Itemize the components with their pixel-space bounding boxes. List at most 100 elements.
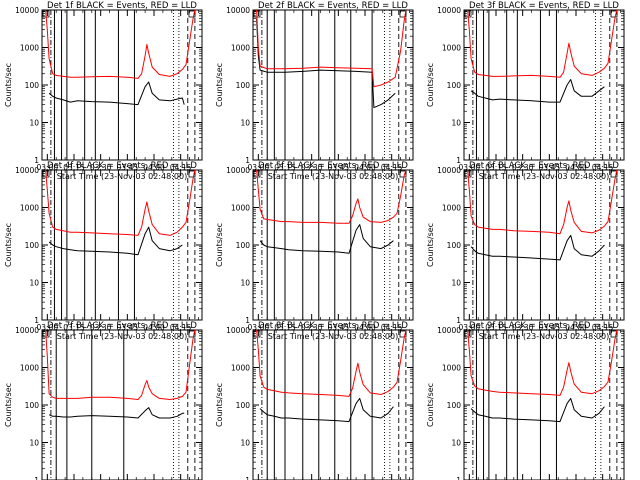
y-axis-title: Counts/sec <box>4 223 13 267</box>
x-tick-label: 03:30 <box>301 163 323 172</box>
y-tick-label: 10 <box>240 119 250 128</box>
events-series <box>48 407 185 419</box>
series-group <box>45 330 196 419</box>
vline-group <box>472 10 618 160</box>
panel-det-8f: Det 8f BLACK = Events, RED = LLD 1 10 100 10… <box>215 321 414 480</box>
y-tick-label: 100 <box>236 241 251 250</box>
series-group <box>256 10 407 109</box>
x-tick-label: 03:00 <box>459 163 481 172</box>
lld-series <box>467 170 618 235</box>
y-tick-label: 10 <box>240 439 250 448</box>
y-tick-label: 10000 <box>437 326 461 335</box>
vline-group <box>261 10 407 160</box>
panel-title: Det 5f BLACK = Events, RED = LLD <box>258 161 408 171</box>
y-tick-label: 1 <box>456 156 461 165</box>
x-tick-label: 03:15 <box>274 323 296 332</box>
x-tick-label: 03:15 <box>485 163 507 172</box>
lld-series <box>45 10 196 79</box>
lld-series <box>467 330 618 396</box>
panel-det-3f: Det 3f BLACK = Events, RED = LLD 1 10 100 10… <box>426 1 625 181</box>
panel-det-9f: Det 9f BLACK = Events, RED = LLD 1 10 100 10… <box>426 321 625 480</box>
y-tick-label: 10000 <box>15 166 39 175</box>
x-tick-label: 04:15 <box>381 323 403 332</box>
vline-group <box>261 170 407 320</box>
x-tick-label: 04:15 <box>381 163 403 172</box>
y-tick-label: 10000 <box>226 166 250 175</box>
vline-group <box>472 330 618 480</box>
x-tick-label: 04:15 <box>170 163 192 172</box>
panel-title: Det 8f BLACK = Events, RED = LLD <box>258 321 408 331</box>
panel-title: Det 6f BLACK = Events, RED = LLD <box>469 161 619 171</box>
events-series <box>256 18 396 109</box>
y-axis-title: Counts/sec <box>215 223 224 267</box>
plot-frame <box>463 169 625 321</box>
plot-frame <box>252 9 414 161</box>
x-tick-label: 03:30 <box>90 323 112 332</box>
y-tick-label: 1 <box>245 476 250 480</box>
lld-series <box>45 330 196 400</box>
x-tick-label: 04:15 <box>592 163 614 172</box>
x-tick-label: 03:15 <box>63 323 85 332</box>
y-tick-label: 1000 <box>442 364 461 373</box>
plot-frame <box>252 169 414 321</box>
y-tick-label: 1000 <box>442 44 461 53</box>
y-axis-title: Counts/sec <box>215 383 224 427</box>
x-tick-label: 03:00 <box>459 323 481 332</box>
x-axis-title: Start Time (23-Nov-03 02:48:00) <box>479 332 609 341</box>
y-tick-label: 1 <box>245 156 250 165</box>
y-tick-label: 10 <box>451 279 461 288</box>
y-tick-label: 1 <box>34 476 39 480</box>
x-tick-label: 03:00 <box>248 323 270 332</box>
x-tick-label: 03:15 <box>274 163 296 172</box>
events-series <box>470 234 605 261</box>
series-group <box>256 170 407 254</box>
x-tick-label: 03:45 <box>117 163 139 172</box>
plot-frame <box>41 169 203 321</box>
y-tick-label: 100 <box>236 81 251 90</box>
y-tick-label: 10 <box>240 279 250 288</box>
plot-frame <box>41 329 203 480</box>
x-tick-label: 04:00 <box>354 323 376 332</box>
y-tick-label: 1 <box>456 476 461 480</box>
x-tick-label: 04:15 <box>170 323 192 332</box>
y-tick-label: 100 <box>236 401 251 410</box>
y-tick-label: 1 <box>245 316 250 325</box>
y-tick-label: 1000 <box>20 364 39 373</box>
vline-group <box>261 330 407 480</box>
x-tick-label: 04:00 <box>565 323 587 332</box>
plot-frame <box>463 329 625 480</box>
y-tick-label: 1 <box>34 156 39 165</box>
events-series <box>48 226 183 256</box>
y-tick-label: 100 <box>25 241 40 250</box>
x-tick-label: 03:30 <box>301 323 323 332</box>
y-tick-label: 10 <box>29 439 39 448</box>
y-tick-label: 10 <box>29 119 39 128</box>
x-tick-label: 03:00 <box>248 163 270 172</box>
y-tick-label: 10000 <box>226 6 250 15</box>
series-group <box>467 10 618 103</box>
x-tick-label: 03:15 <box>63 163 85 172</box>
plot-frame <box>252 329 414 480</box>
y-tick-label: 1 <box>34 316 39 325</box>
series-group <box>45 10 196 106</box>
events-series <box>48 81 185 106</box>
vline-group <box>50 330 196 480</box>
plot-frame <box>41 9 203 161</box>
x-tick-label: 03:45 <box>328 163 350 172</box>
panel-det-5f: Det 5f BLACK = Events, RED = LLD 1 10 100 10… <box>215 161 414 341</box>
y-tick-label: 1000 <box>231 204 250 213</box>
panel-title: Det 4f BLACK = Events, RED = LLD <box>47 161 197 171</box>
vline-group <box>472 170 618 320</box>
panel-title: Det 1f BLACK = Events, RED = LLD <box>47 1 197 11</box>
y-tick-label: 100 <box>447 241 462 250</box>
y-tick-label: 1000 <box>442 204 461 213</box>
panel-det-7f: Det 7f BLACK = Events, RED = LLD 1 10 100 10… <box>4 321 203 480</box>
x-tick-label: 04:15 <box>592 323 614 332</box>
panel-title: Det 9f BLACK = Events, RED = LLD <box>469 321 619 331</box>
series-group <box>467 170 618 261</box>
panel-det-6f: Det 6f BLACK = Events, RED = LLD 1 10 100 10… <box>426 161 625 341</box>
y-tick-label: 100 <box>447 81 462 90</box>
y-axis-title: Counts/sec <box>4 63 13 107</box>
lld-series <box>256 330 407 397</box>
y-tick-label: 1000 <box>231 364 250 373</box>
